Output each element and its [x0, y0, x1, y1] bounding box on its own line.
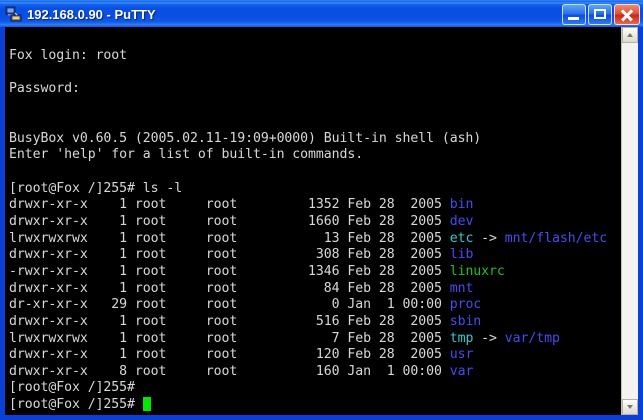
terminal-line — [9, 164, 616, 181]
terminal-text: mnt/flash/etc — [504, 230, 608, 246]
window-title: 192.168.0.90 - PuTTY — [27, 7, 156, 22]
terminal-text: BusyBox v0.60.5 (2005.02.11-19:09+0000) … — [9, 130, 482, 146]
terminal-text: sbin — [449, 313, 482, 329]
terminal-text: Fox login: root — [9, 47, 128, 63]
scrollbar-track[interactable] — [622, 43, 638, 399]
scroll-up-button[interactable] — [622, 27, 638, 43]
terminal-text: [root@Fox /]255# ls -l — [9, 180, 183, 196]
terminal-line: Fox login: root — [9, 48, 616, 65]
terminal-text: lrwxrwxrwx 1 root root 7 Feb 28 2005 — [9, 330, 450, 346]
terminal-cursor — [142, 397, 151, 412]
terminal-line: drwxr-xr-x 1 root root 1352 Feb 28 2005 … — [9, 197, 616, 214]
terminal-text: drwxr-xr-x 8 root root 160 Jan 1 00:00 — [9, 363, 450, 379]
putty-computer-icon — [5, 6, 22, 23]
terminal-scrollbar[interactable] — [621, 27, 638, 415]
terminal-text: var — [449, 363, 474, 379]
terminal-text: proc — [449, 297, 482, 313]
terminal-text: bin — [449, 197, 474, 213]
terminal-text: drwxr-xr-x 1 root root 84 Feb 28 2005 — [9, 280, 450, 296]
terminal-line — [9, 114, 616, 131]
terminal-text: Enter 'help' for a list of built-in comm… — [9, 147, 364, 163]
title-bar[interactable]: 192.168.0.90 - PuTTY — [0, 0, 643, 27]
terminal-line: BusyBox v0.60.5 (2005.02.11-19:09+0000) … — [9, 131, 616, 148]
terminal-frame: Fox login: root Password: BusyBox v0.60.… — [0, 27, 643, 420]
terminal-text: usr — [449, 347, 474, 363]
terminal-line: [root@Fox /]255# — [9, 397, 616, 414]
terminal-line: drwxr-xr-x 8 root root 160 Jan 1 00:00 v… — [9, 364, 616, 381]
terminal-line: drwxr-xr-x 1 root root 308 Feb 28 2005 l… — [9, 247, 616, 264]
terminal-text: [root@Fox /]255# — [9, 397, 143, 413]
terminal-line: drwxr-xr-x 1 root root 516 Feb 28 2005 s… — [9, 314, 616, 331]
terminal-text: drwxr-xr-x 1 root root 308 Feb 28 2005 — [9, 247, 450, 263]
terminal-output[interactable]: Fox login: root Password: BusyBox v0.60.… — [5, 27, 616, 415]
terminal-line: drwxr-xr-x 1 root root 84 Feb 28 2005 mn… — [9, 281, 616, 298]
terminal-line: [root@Fox /]255# — [9, 380, 616, 397]
terminal-text: dr-xr-xr-x 29 root root 0 Jan 1 00:00 — [9, 297, 450, 313]
window-controls — [562, 3, 640, 26]
terminal-text: lrwxrwxrwx 1 root root 13 Feb 28 2005 — [9, 230, 450, 246]
terminal-line: -rwxr-xr-x 1 root root 1346 Feb 28 2005 … — [9, 264, 616, 281]
terminal-line — [9, 64, 616, 81]
terminal-line: Password: — [9, 81, 616, 98]
terminal-text: lib — [449, 247, 474, 263]
terminal-line — [9, 98, 616, 115]
terminal-text: mnt — [449, 280, 474, 296]
terminal-text: dev — [449, 214, 474, 230]
maximize-icon — [594, 9, 606, 19]
minimize-icon — [568, 17, 579, 20]
terminal-text: var/tmp — [504, 330, 560, 346]
close-button[interactable] — [614, 4, 640, 25]
minimize-button[interactable] — [562, 4, 586, 25]
terminal-line: lrwxrwxrwx 1 root root 7 Feb 28 2005 tmp… — [9, 331, 616, 348]
terminal-text: [root@Fox /]255# — [9, 380, 135, 396]
terminal-line: dr-xr-xr-x 29 root root 0 Jan 1 00:00 pr… — [9, 297, 616, 314]
terminal-text: -> — [473, 330, 505, 346]
terminal-text: drwxr-xr-x 1 root root 1660 Feb 28 2005 — [9, 214, 450, 230]
terminal-text: tmp — [449, 330, 474, 346]
terminal-line: Enter 'help' for a list of built-in comm… — [9, 147, 616, 164]
terminal-text: Password: — [9, 80, 80, 96]
terminal-text: -rwxr-xr-x 1 root root 1346 Feb 28 2005 — [9, 263, 450, 279]
terminal-line: [root@Fox /]255# ls -l — [9, 181, 616, 198]
terminal-text: linuxrc — [449, 263, 505, 279]
terminal-line: drwxr-xr-x 1 root root 1660 Feb 28 2005 … — [9, 214, 616, 231]
terminal-text: drwxr-xr-x 1 root root 516 Feb 28 2005 — [9, 313, 450, 329]
terminal-text: etc — [449, 230, 474, 246]
terminal-text: -> — [473, 230, 505, 246]
chevron-up-icon — [627, 33, 633, 37]
terminal-line: drwxr-xr-x 1 root root 120 Feb 28 2005 u… — [9, 347, 616, 364]
terminal-text: drwxr-xr-x 1 root root 120 Feb 28 2005 — [9, 347, 450, 363]
maximize-button[interactable] — [588, 4, 612, 25]
terminal-text: drwxr-xr-x 1 root root 1352 Feb 28 2005 — [9, 197, 450, 213]
terminal-line: lrwxrwxrwx 1 root root 13 Feb 28 2005 et… — [9, 231, 616, 248]
terminal-line — [9, 31, 616, 48]
scroll-down-button[interactable] — [622, 399, 638, 415]
chevron-down-icon — [627, 405, 633, 409]
